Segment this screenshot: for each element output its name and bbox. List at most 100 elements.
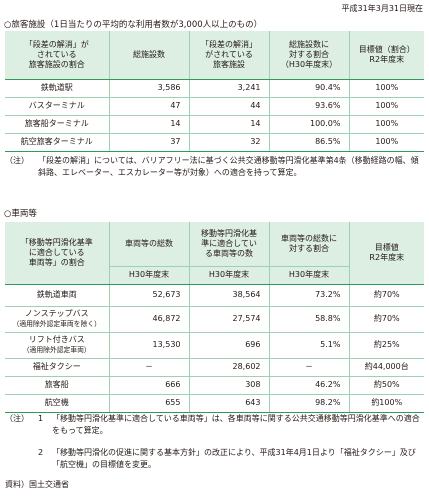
vehicles-subheader-percent: H30年度末 [269, 266, 350, 285]
facilities-header-total: 総施設数 [109, 31, 190, 80]
table-cell: 100% [349, 79, 424, 98]
source-label: 資料）国土交通省 [5, 480, 69, 489]
table-cell: 643 [189, 394, 270, 413]
table-cell: 666 [109, 376, 190, 395]
table-row: バスターミナル 47 44 93.6% 100% [5, 97, 424, 116]
table-cell: 98.2% [269, 394, 350, 413]
table-cell: 308 [189, 376, 270, 395]
vehicles-header-target: 目標値 R2年度末 [349, 222, 424, 285]
table-cell: 90.4% [269, 79, 350, 98]
vehicles-header-percent: 車両等の総数に 対する割合 [269, 222, 350, 267]
facilities-header-target: 目標値（割合） R2年度末 [349, 31, 424, 80]
table-cell: 46,872 [109, 306, 190, 333]
table-cell: 86.5% [269, 133, 350, 152]
cell-text: R2年度末 [369, 54, 405, 64]
table-cell: 航空機 [5, 394, 110, 413]
cell-text: 車両等の総数に [281, 233, 337, 243]
table-cell: 100% [349, 133, 424, 152]
cell-text: 旅客施設の割合 [28, 59, 85, 69]
cell-text: （適用除外認定車両を除く） [12, 320, 101, 328]
table-cell: 73.2% [269, 284, 350, 307]
table-cell: 696 [189, 332, 270, 359]
cell-text: 旅客施設 [213, 59, 245, 69]
cell-text: 総施設数に [289, 39, 329, 49]
table-cell: 3,241 [189, 79, 270, 98]
cell-text: 車両等の総数 [125, 238, 173, 248]
table-cell: － [269, 358, 350, 377]
table-cell: 約50% [349, 376, 424, 395]
table-row: 航空旅客ターミナル 37 32 86.5% 100% [5, 133, 424, 152]
table-cell: 福祉タクシー [5, 358, 110, 377]
table-cell: 27,574 [189, 306, 270, 333]
table-cell: 58.8% [269, 306, 350, 333]
vehicles-subheader-total: H30年度末 [109, 266, 190, 285]
facilities-header-row: 「段差の解消」が されている 旅客施設の割合 総施設数 「段差の解消」 がされている旅… [5, 31, 424, 80]
vehicles-header-row: 「移動等円滑化基準 に適合している 車両等」の割合 車両等の総数 移動等円滑化基 準に… [5, 222, 424, 285]
facilities-header-compliant: 「段差の解消」 がされている 旅客施設 [189, 31, 270, 80]
table-cell: 100% [349, 97, 424, 116]
table-cell: 旅客船 [5, 376, 110, 395]
table-cell: 13,530 [109, 332, 190, 359]
facilities-table: 「段差の解消」が されている 旅客施設の割合 総施設数 「段差の解消」 がされている旅… [5, 31, 424, 152]
cell-text: 移動等円滑化基 [201, 228, 257, 238]
cell-text: されている [36, 49, 77, 59]
vehicles-note-1-num: 1 [38, 414, 44, 423]
table-row: リフト付きバス （適用除外認定車両） 13,530 696 5.1% 約25% [5, 332, 424, 359]
table-cell: 37 [109, 133, 190, 152]
table-cell: 46.2% [269, 376, 350, 395]
vehicles-table: 「移動等円滑化基準 に適合している 車両等」の割合 車両等の総数 移動等円滑化基 準に… [5, 222, 424, 413]
cell-text: 目標値（割合） [358, 44, 415, 54]
cell-text: 「段差の解消」 [201, 39, 257, 49]
table-row: 旅客船ターミナル 14 14 100.0% 100% [5, 115, 424, 134]
table-cell: 旅客船ターミナル [5, 115, 110, 134]
cell-text: 準に適合してい [201, 238, 257, 248]
table-cell: 100.0% [269, 115, 350, 134]
section-title-vehicles: ○車両等 [4, 209, 37, 219]
table-cell: 100% [349, 115, 424, 134]
cell-text: 「移動等円滑化基準 [20, 237, 93, 247]
facilities-header-ratio: 「段差の解消」が されている 旅客施設の割合 [5, 31, 110, 80]
table-cell: 14 [189, 115, 270, 134]
table-cell: 約70% [349, 284, 424, 307]
table-cell: 約44,000台 [349, 358, 424, 377]
vehicles-header-compliant: 移動等円滑化基 準に適合してい る車両等の数 [189, 222, 270, 267]
cell-text: に適合している [28, 247, 85, 257]
table-cell: 航空旅客ターミナル [5, 133, 110, 152]
vehicles-header-ratio: 「移動等円滑化基準 に適合している 車両等」の割合 [5, 222, 110, 285]
cell-text: 目標値 [374, 242, 399, 252]
table-cell: リフト付きバス （適用除外認定車両） [5, 332, 110, 359]
table-row: 航空機 655 643 98.2% 約100% [5, 394, 424, 413]
cell-text: リフト付きバス [28, 335, 85, 344]
table-cell: 約100% [349, 394, 424, 413]
cell-text: ノンステップバス [24, 309, 89, 318]
table-cell: 約70% [349, 306, 424, 333]
table-cell: 3,586 [109, 79, 190, 98]
cell-text: 対する割合 [289, 243, 329, 253]
cell-text: 総施設数 [133, 49, 165, 59]
table-cell: － [109, 358, 190, 377]
table-cell: 鉄軌道車両 [5, 284, 110, 307]
facilities-note: 「段差の解消」については、バリアフリー法に基づく公共交通移動等円滑化基準第4条（… [38, 156, 419, 177]
table-cell: 14 [109, 115, 190, 134]
table-cell: 93.6% [269, 97, 350, 116]
vehicles-subheader-row: H30年度末 H30年度末 H30年度末 [5, 266, 424, 285]
cell-text: がされている [205, 49, 253, 59]
table-cell: 鉄軌道駅 [5, 79, 110, 98]
table-cell: 38,564 [189, 284, 270, 307]
table-row: ノンステップバス （適用除外認定車両を除く） 46,872 27,574 58.8% 約7… [5, 306, 424, 333]
table-cell: 約25% [349, 332, 424, 359]
table-cell: 47 [109, 97, 190, 116]
vehicles-note-2: 「移動等円滑化の促進に関する基本方針」の改正により、平成31年4月1日より「福祉… [52, 448, 416, 469]
vehicles-note-mark: （注） [5, 414, 29, 423]
table-cell: ノンステップバス （適用除外認定車両を除く） [5, 306, 110, 333]
section-title-facilities: ○旅客施設（1日当たりの平均的な利用者数が3,000人以上のもの） [4, 20, 263, 30]
cell-text: R2年度末 [369, 252, 405, 262]
table-cell: 5.1% [269, 332, 350, 359]
cell-text: る車両等の数 [205, 248, 253, 258]
table-cell: 32 [189, 133, 270, 152]
cell-text: （H30年度末） [280, 59, 338, 69]
vehicles-subheader-compliant: H30年度末 [189, 266, 270, 285]
cell-text: 対する割合 [289, 49, 329, 59]
vehicles-header-total: 車両等の総数 [109, 222, 190, 267]
vehicles-note-2-num: 2 [38, 448, 44, 457]
